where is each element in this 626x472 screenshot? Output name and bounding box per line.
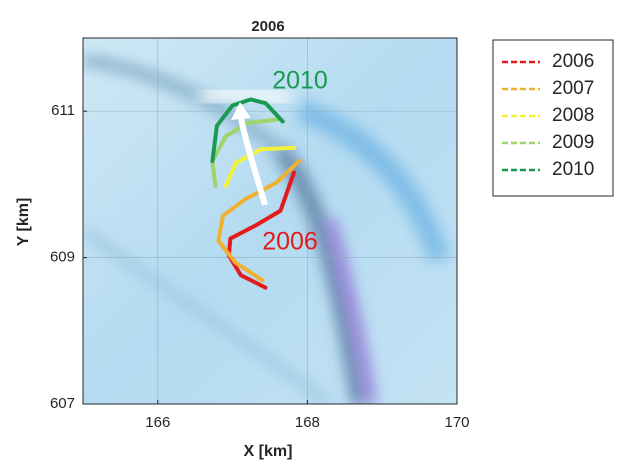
x-tick-label: 166 — [145, 414, 170, 431]
y-tick-label: 609 — [50, 249, 75, 266]
map-background — [83, 38, 457, 404]
chart-title: 2006 — [251, 18, 284, 35]
legend-label: 2010 — [552, 159, 594, 180]
legend-label: 2006 — [552, 51, 594, 72]
y-tick-label: 611 — [51, 102, 75, 119]
chart: 2006 X [km] Y [km] 166 168 170 607 609 611 200… — [0, 0, 626, 467]
y-tick-label: 607 — [50, 395, 75, 412]
x-tick-label: 168 — [295, 414, 320, 431]
y-axis-label: Y [km] — [15, 198, 32, 247]
x-axis-label: X [km] — [244, 443, 293, 460]
legend-label: 2009 — [552, 132, 594, 153]
legend-label: 2007 — [552, 78, 594, 99]
annotation: 2010 — [272, 67, 328, 95]
x-tick-label: 170 — [444, 414, 469, 431]
legend-label: 2008 — [552, 105, 594, 126]
annotation: 2006 — [262, 228, 318, 256]
